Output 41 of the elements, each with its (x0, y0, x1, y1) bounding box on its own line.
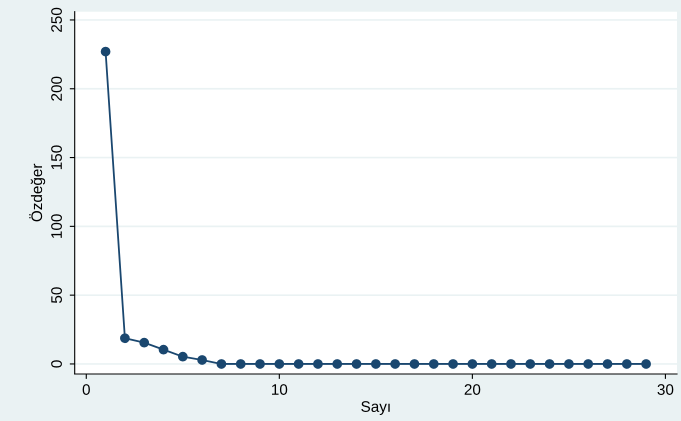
y-tick-label: 200 (51, 76, 62, 101)
point (468, 359, 478, 369)
y-tick-label: 150 (51, 145, 62, 170)
point (622, 359, 632, 369)
point (448, 359, 458, 369)
point (641, 359, 651, 369)
point (525, 359, 536, 369)
point (197, 355, 207, 365)
point (216, 359, 226, 369)
x-axis-title: Sayı (361, 401, 390, 415)
point (370, 359, 381, 369)
y-tick-label: 0 (51, 360, 62, 368)
y-tick-label: 50 (51, 287, 62, 304)
point (100, 46, 110, 56)
x-tick-label: 30 (658, 384, 674, 395)
point (139, 338, 150, 348)
y-tick-label: 250 (51, 8, 62, 32)
point (602, 359, 612, 369)
point (332, 359, 342, 369)
point (178, 352, 188, 362)
x-tick-label: 20 (464, 384, 480, 395)
point (158, 344, 168, 355)
point (428, 359, 439, 369)
point (544, 359, 554, 369)
point (313, 359, 323, 369)
x-tick-label: 10 (272, 384, 288, 395)
point (236, 359, 246, 369)
point (274, 359, 284, 369)
point (255, 359, 265, 369)
point (486, 359, 497, 369)
point (410, 359, 420, 369)
x-tick-label: 0 (82, 384, 90, 395)
point (294, 359, 304, 369)
point (390, 359, 400, 369)
point (583, 359, 594, 369)
point (564, 359, 574, 369)
y-tick-label: 100 (51, 214, 62, 238)
y-axis-title: Özdeğer (29, 164, 46, 222)
point (120, 333, 130, 344)
point (352, 359, 362, 369)
point (506, 359, 516, 369)
